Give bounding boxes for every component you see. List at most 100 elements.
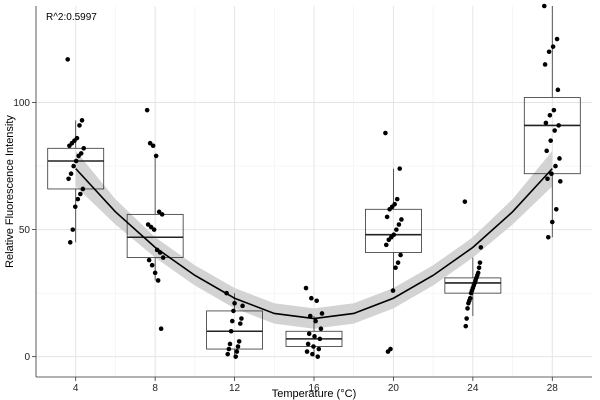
- y-axis-title: Relative Fluorescence Intensity: [4, 115, 16, 268]
- data-point: [236, 339, 242, 344]
- data-point: [159, 212, 165, 217]
- data-point: [303, 285, 309, 291]
- data-point: [147, 140, 153, 146]
- data-point: [72, 204, 78, 210]
- data-point: [477, 260, 483, 265]
- x-tick-label: 4: [73, 383, 79, 394]
- data-point: [149, 262, 155, 268]
- data-point: [240, 303, 245, 309]
- data-point: [315, 354, 321, 359]
- x-tick-label: 12: [229, 383, 241, 394]
- data-point: [160, 255, 166, 260]
- data-point: [466, 301, 471, 306]
- data-point: [310, 351, 315, 357]
- data-point: [306, 331, 312, 337]
- data-point: [71, 163, 76, 169]
- y-tick-label: 0: [24, 352, 30, 363]
- data-point: [231, 308, 236, 314]
- box-body: [365, 208, 422, 253]
- data-point: [541, 3, 547, 9]
- box-8: [126, 155, 184, 281]
- data-point: [79, 118, 85, 123]
- box-body: [126, 213, 184, 258]
- y-tick-label: 50: [19, 225, 31, 236]
- fit-curve: [75, 168, 553, 320]
- data-point: [465, 306, 470, 311]
- data-point: [553, 206, 559, 212]
- data-point: [73, 158, 79, 164]
- data-point: [80, 186, 86, 192]
- data-point: [548, 138, 553, 143]
- data-point: [393, 265, 398, 271]
- data-point: [311, 344, 316, 349]
- fit-curve-group: [75, 168, 553, 320]
- data-point: [148, 224, 154, 230]
- confidence-band: [75, 150, 553, 329]
- data-point: [462, 199, 468, 204]
- data-point: [157, 250, 163, 255]
- data-point: [463, 323, 469, 329]
- data-point: [313, 318, 318, 324]
- data-point: [383, 242, 389, 248]
- data-point: [155, 278, 161, 283]
- data-point: [67, 240, 73, 245]
- data-point: [549, 171, 554, 177]
- data-point: [385, 349, 391, 354]
- data-point: [554, 36, 560, 42]
- data-point: [386, 237, 392, 243]
- data-point: [557, 179, 563, 184]
- data-point: [542, 62, 548, 67]
- x-tick-label: 24: [467, 383, 479, 394]
- data-point: [239, 316, 244, 321]
- data-point: [305, 341, 311, 347]
- data-point: [395, 260, 401, 265]
- data-point: [76, 153, 81, 159]
- data-point: [316, 346, 322, 352]
- data-point: [145, 222, 151, 227]
- data-point: [550, 44, 556, 49]
- data-point: [307, 313, 313, 319]
- data-point: [152, 270, 158, 276]
- x-tick-label: 28: [547, 383, 559, 394]
- axes: 4 8 12 16 20 24 28 0 50 100: [13, 6, 592, 394]
- data-point: [232, 301, 237, 306]
- data-point: [309, 295, 314, 301]
- data-point: [556, 123, 561, 128]
- data-point: [478, 245, 484, 250]
- data-point: [225, 351, 231, 357]
- x-tick-label: 20: [388, 383, 400, 394]
- data-point: [319, 311, 325, 316]
- data-point: [304, 349, 310, 354]
- data-point: [234, 349, 240, 354]
- data-point: [398, 252, 403, 258]
- data-point: [399, 217, 404, 222]
- data-point: [468, 290, 474, 296]
- y-tick-label: 100: [13, 98, 30, 109]
- data-point: [553, 163, 558, 169]
- data-point: [549, 219, 555, 225]
- data-point: [78, 191, 83, 197]
- data-point: [390, 288, 396, 293]
- data-point: [70, 227, 76, 232]
- data-point: [394, 196, 400, 202]
- data-point: [545, 234, 551, 240]
- data-point: [555, 87, 561, 93]
- data-point: [314, 298, 319, 304]
- confidence-band-area: [75, 150, 553, 329]
- data-point: [146, 257, 152, 263]
- data-point: [476, 265, 482, 271]
- x-tick-label: 8: [152, 383, 158, 394]
- data-point: [547, 112, 553, 118]
- data-points: [65, 3, 563, 359]
- data-point: [397, 166, 403, 171]
- data-point: [464, 316, 469, 321]
- data-point: [545, 176, 550, 182]
- data-point: [144, 107, 150, 113]
- data-point: [81, 146, 87, 151]
- data-point: [68, 171, 74, 177]
- data-point: [150, 143, 156, 149]
- data-point: [237, 321, 243, 326]
- box-body: [47, 147, 105, 190]
- data-point: [66, 176, 71, 182]
